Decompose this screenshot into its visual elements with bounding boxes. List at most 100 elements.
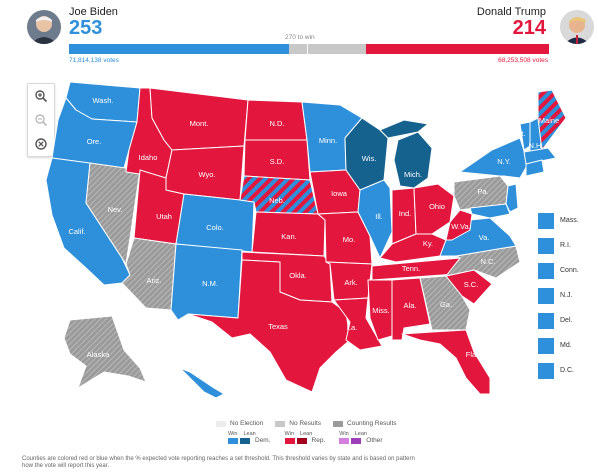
ne-box-ri [538,237,554,254]
label-wash: Wash. [93,96,114,105]
state-new-york[interactable] [459,137,529,179]
state-louisiana[interactable] [333,297,383,351]
label-calif: Calif. [68,227,85,236]
trump-name: Donald Trump [476,6,546,18]
legend-swatch-other-lean [351,437,362,444]
legend-swatch-rep-lean [296,437,307,444]
state-maryland[interactable] [469,203,511,219]
label-ny: N.Y. [497,157,511,166]
zoom-in-icon [35,90,48,103]
reset-icon [35,138,47,150]
northeast-boxes: Mass. R.I. Conn. N.J. Del. Md. D.C. [538,208,588,383]
ne-row-conn[interactable]: Conn. [538,258,588,283]
label-texas: Texas [268,322,288,331]
label-ala: Ala. [404,301,417,310]
label-utah: Utah [156,212,172,221]
ne-row-del[interactable]: Del. [538,308,588,333]
state-north-carolina[interactable] [445,245,521,279]
legend-other-win: Win [339,431,349,437]
zoom-out-button[interactable] [28,108,54,132]
biden-electoral-votes: 253 [69,17,103,39]
state-connecticut[interactable] [525,159,545,177]
state-virginia[interactable] [439,217,517,257]
state-florida[interactable] [401,329,491,395]
state-illinois[interactable] [357,179,393,259]
label-va: Va. [479,233,490,242]
ne-row-dc[interactable]: D.C. [538,358,588,383]
legend-counting: Counting Results [347,420,397,427]
ne-row-nj[interactable]: N.J. [538,283,588,308]
label-ill: Ill. [375,212,383,221]
state-kansas[interactable] [251,211,326,257]
ne-label-md: Md. [560,342,572,349]
zoom-panel [27,83,55,157]
legend-other-lean: Lean [354,431,367,437]
state-massachusetts[interactable] [523,147,557,165]
state-texas[interactable] [187,259,351,393]
zoom-out-icon [35,114,48,127]
legend-rep: Rep. [311,437,326,444]
state-mississippi[interactable] [367,279,393,341]
ne-label-del: Del. [560,317,573,324]
label-nd: N.D. [270,119,285,128]
label-mo: Mo. [343,235,356,244]
legend-swatch-no-results [275,420,286,427]
bar-rep [365,44,549,54]
legend-other: Other [366,437,383,444]
reset-button[interactable] [28,132,54,156]
label-ark: Ark. [344,278,357,287]
label-nm: N.M. [202,279,218,288]
ne-row-ri[interactable]: R.I. [538,233,588,258]
label-iowa: Iowa [331,189,348,198]
state-alaska[interactable] [63,315,147,389]
legend-dem-win: Win [228,431,238,437]
state-kentucky[interactable] [379,233,447,263]
label-colo: Colo. [206,223,224,232]
state-colorado[interactable] [175,193,255,253]
legend-swatch-other-win [339,437,350,444]
label-wyo: Wyo. [198,170,215,179]
legend-dem-group: Win Lean Dem. [228,431,271,444]
trump-electoral-votes: 214 [512,17,546,39]
label-pa: Pa. [477,187,488,196]
label-alaska: Alaska [87,350,110,359]
ne-label-nj: N.J. [560,292,573,299]
label-ore: Ore. [87,137,102,146]
state-michigan[interactable] [393,131,433,189]
biden-avatar [27,10,61,44]
legend-swatch-no-election [216,420,226,427]
label-mont: Mont. [190,119,209,128]
ne-box-conn [538,262,554,279]
legend-dem: Dem. [255,437,271,444]
state-new-jersey[interactable] [505,183,519,213]
state-maine[interactable] [537,89,567,151]
state-michigan-up[interactable] [379,119,429,139]
ne-label-mass: Mass. [560,217,579,224]
state-wisconsin[interactable] [344,117,389,191]
label-nh: N.H. [529,141,544,150]
label-ind: Ind. [399,209,412,218]
biden-name: Joe Biden [69,6,118,18]
state-hawaii[interactable] [179,367,225,399]
trump-avatar [560,10,594,44]
legend-swatch-counting [333,420,344,427]
label-nev: Nev. [108,205,123,214]
legend-swatch-dem-lean [240,437,250,444]
zoom-in-button[interactable] [28,84,54,108]
electoral-bar [69,44,549,54]
legend-status-row: No Election No Results Counting Results [216,420,397,427]
bar-undecided [288,44,366,54]
trump-popular-votes: 68,253,508 votes [498,57,548,64]
label-ohio: Ohio [429,202,445,211]
biden-popular-votes: 71,814,138 votes [69,57,119,64]
ne-row-mass[interactable]: Mass. [538,208,588,233]
label-ga: Ga. [440,300,452,309]
legend-rep-lean: Lean [300,431,313,437]
ne-row-md[interactable]: Md. [538,333,588,358]
ne-label-dc: D.C. [560,367,574,374]
ne-box-md [538,337,554,354]
label-idaho: Idaho [139,153,158,162]
ne-box-del [538,312,554,329]
state-arizona[interactable] [121,237,177,311]
